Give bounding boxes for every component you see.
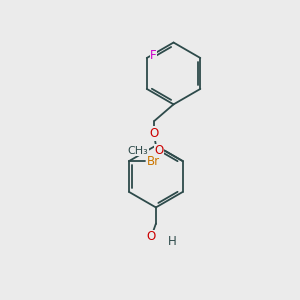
Text: H: H xyxy=(168,235,176,248)
Text: Br: Br xyxy=(147,154,160,167)
Text: O: O xyxy=(154,144,163,157)
Text: F: F xyxy=(150,49,157,62)
Text: O: O xyxy=(147,230,156,243)
Text: CH₃: CH₃ xyxy=(128,146,148,156)
Text: O: O xyxy=(150,127,159,140)
